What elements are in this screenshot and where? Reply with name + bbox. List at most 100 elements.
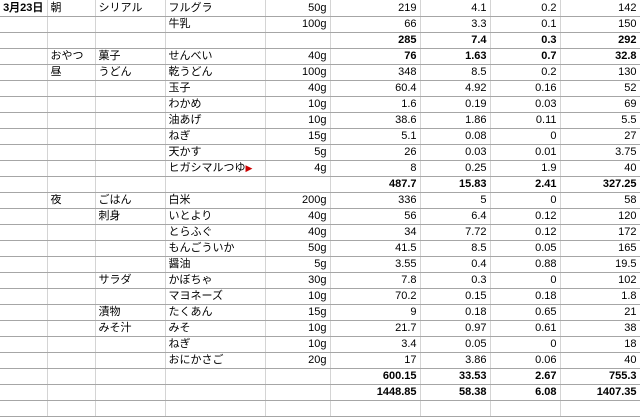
cell-category[interactable] [95,32,166,49]
cell-salt[interactable]: 0 [490,128,561,145]
cell-amount[interactable]: 100g [265,16,331,33]
cell-date[interactable] [0,32,48,49]
cell-date[interactable] [0,320,48,337]
cell-amount[interactable]: 5g [265,256,331,273]
cell-item[interactable]: ヒガシマルつゆ▶ [165,160,266,177]
cell-salt[interactable]: 0.06 [490,352,561,369]
cell-category[interactable] [95,352,166,369]
cell-date[interactable] [0,192,48,209]
cell-date[interactable] [0,176,48,193]
cell-date[interactable] [0,160,48,177]
cell-date[interactable] [0,336,48,353]
cell-cost[interactable]: 165 [560,240,640,257]
cell-amount[interactable]: 4g [265,160,331,177]
cell-meal[interactable] [47,96,96,113]
cell-item[interactable]: ねぎ [165,128,266,145]
cell-date[interactable] [0,304,48,321]
cell-category[interactable] [95,80,166,97]
cell-calories[interactable]: 3.55 [330,256,421,273]
cell-amount[interactable] [265,176,331,193]
cell-protein[interactable]: 0.4 [420,256,491,273]
cell-protein-grand-total[interactable]: 58.38 [420,384,491,401]
cell-category[interactable]: うどん [95,64,166,81]
cell-meal[interactable] [47,336,96,353]
cell-cost-subtotal[interactable]: 32.8 [560,48,640,65]
cell-meal[interactable] [47,80,96,97]
cell-protein[interactable]: 7.72 [420,224,491,241]
cell-category[interactable] [95,288,166,305]
cell-item[interactable]: 油あげ [165,112,266,129]
cell-meal[interactable] [47,144,96,161]
cell-item[interactable] [165,176,266,193]
cell-amount[interactable]: 20g [265,352,331,369]
cell-category[interactable] [95,144,166,161]
cell-cost[interactable]: 21 [560,304,640,321]
cell-protein[interactable]: 8.5 [420,64,491,81]
cell-salt[interactable]: 0.61 [490,320,561,337]
cell-cost[interactable]: 172 [560,224,640,241]
cell-category[interactable] [95,16,166,33]
cell-item[interactable]: わかめ [165,96,266,113]
cell-cost[interactable]: 19.5 [560,256,640,273]
cell-protein[interactable]: 0.08 [420,128,491,145]
cell-item[interactable]: もんごういか [165,240,266,257]
cell-calories[interactable]: 34 [330,224,421,241]
cell-salt-subtotal[interactable]: 0.7 [490,48,561,65]
cell-calories[interactable]: 17 [330,352,421,369]
cell-salt[interactable]: 1.9 [490,160,561,177]
cell-protein[interactable]: 0.03 [420,144,491,161]
cell-salt[interactable]: 0.2 [490,0,561,17]
cell-protein[interactable]: 4.1 [420,0,491,17]
cell-meal[interactable] [47,368,96,385]
cell-protein[interactable]: 0.25 [420,160,491,177]
cell-cost[interactable]: 52 [560,80,640,97]
cell-item[interactable]: マヨネーズ [165,288,266,305]
cell-cost[interactable]: 3.75 [560,144,640,161]
meal-label-cell[interactable]: おやつ [47,48,96,65]
cell-cost[interactable]: 150 [560,16,640,33]
cell-protein[interactable]: 1.86 [420,112,491,129]
cell-item[interactable]: たくあん [165,304,266,321]
cell-category[interactable]: シリアル [95,0,166,17]
cell-calories[interactable]: 66 [330,16,421,33]
cell-item[interactable]: とらふぐ [165,224,266,241]
cell-cost[interactable]: 142 [560,0,640,17]
cell-item[interactable]: ねぎ [165,336,266,353]
cell-calories-subtotal[interactable]: 487.7 [330,176,421,193]
cell-cost-subtotal[interactable]: 292 [560,32,640,49]
cell-calories[interactable]: 336 [330,192,421,209]
cell-item[interactable]: いとより [165,208,266,225]
cell-meal[interactable] [47,320,96,337]
cell-calories[interactable]: 8 [330,160,421,177]
cell-item[interactable]: 醤油 [165,256,266,273]
cell-item[interactable]: フルグラ [165,0,266,17]
cell-amount[interactable]: 10g [265,288,331,305]
cell-date[interactable] [0,48,48,65]
cell-calories-grand-total[interactable]: 1448.85 [330,384,421,401]
cell-category[interactable]: 刺身 [95,208,166,225]
cell-amount[interactable]: 200g [265,192,331,209]
cell-amount[interactable]: 30g [265,272,331,289]
cell-category[interactable]: 漬物 [95,304,166,321]
cell-date[interactable] [0,64,48,81]
cell-item[interactable]: 乾うどん [165,64,266,81]
cell-calories[interactable]: 60.4 [330,80,421,97]
cell-date[interactable] [0,144,48,161]
cell-protein[interactable]: 0.3 [420,272,491,289]
cell-meal[interactable] [47,160,96,177]
cell-cost[interactable]: 5.5 [560,112,640,129]
cell-meal[interactable] [47,224,96,241]
cell-item[interactable]: かぼちゃ [165,272,266,289]
cell-cost[interactable]: 69 [560,96,640,113]
cell-category[interactable] [95,128,166,145]
cell-protein[interactable]: 0.15 [420,288,491,305]
cell-calories-subtotal[interactable]: 76 [330,48,421,65]
cell-date[interactable] [0,384,48,401]
cell-salt[interactable]: 0.18 [490,288,561,305]
cell-date[interactable] [0,16,48,33]
cell-amount[interactable]: 40g [265,48,331,65]
cell-salt[interactable]: 0.16 [490,80,561,97]
cell-salt[interactable]: 0.2 [490,64,561,81]
cell-cost[interactable]: 120 [560,208,640,225]
cell-item[interactable]: 天かす [165,144,266,161]
